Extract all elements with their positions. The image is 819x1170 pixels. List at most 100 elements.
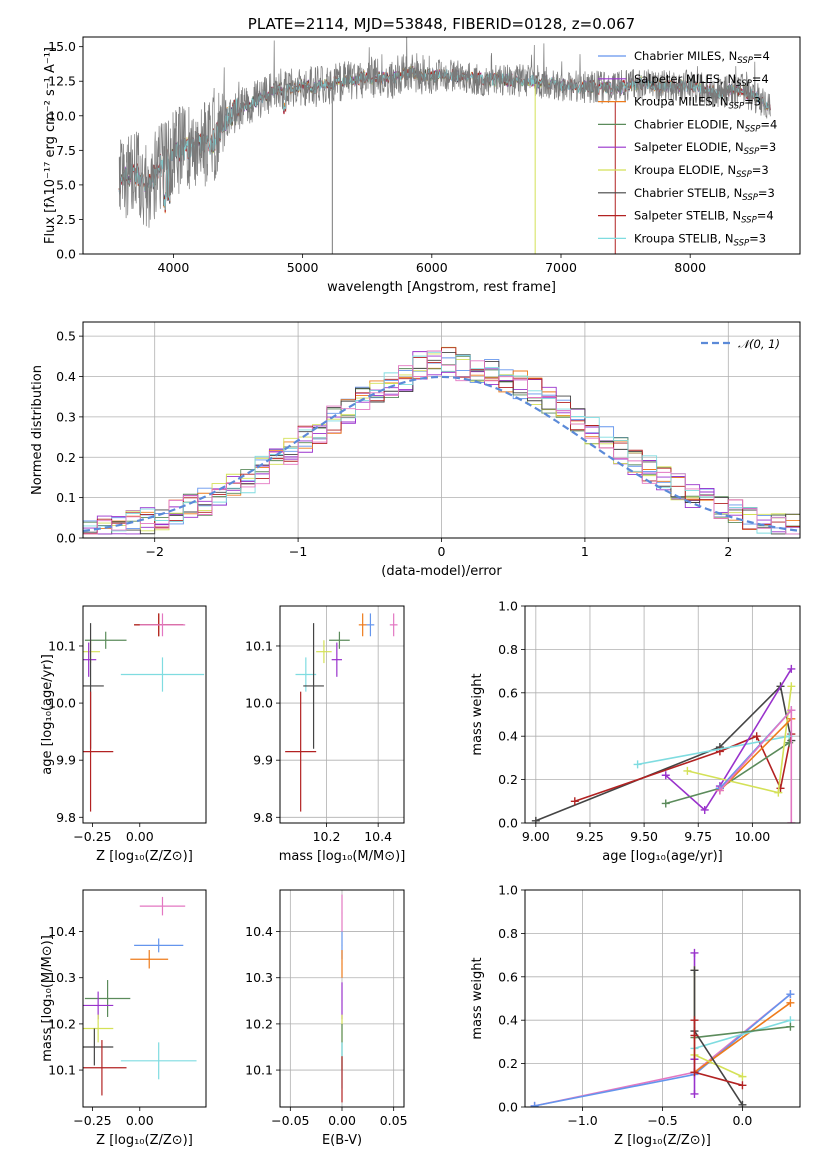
weight-marker [690, 948, 699, 957]
legend: 𝒩(0, 1) [701, 337, 780, 351]
weight-marker [774, 788, 783, 797]
axes-frame [524, 605, 801, 824]
legend-label-main: Kroupa MILES, N [634, 95, 729, 109]
y-tick-label: 10.2 [48, 1016, 76, 1031]
weight-marker [715, 786, 724, 795]
weight-marker [787, 706, 796, 715]
age_vs_mass-panel: 10.2 10.4 9.8 9.9 10.0 10.1 mass [log₁₀(M/M⊙)] [245, 605, 405, 864]
y-tick-label: 0.3 [56, 409, 76, 424]
weight-marker [530, 1101, 539, 1107]
y-tick-label: 1.0 [498, 599, 518, 614]
y-tick-label: 10.0 [48, 696, 76, 711]
legend-label: Kroupa MILES, NSSP=3 [634, 95, 761, 112]
x-tick-label: −0.25 [73, 829, 111, 844]
axes-frame [524, 889, 801, 1108]
x-tick-label: 6000 [416, 260, 448, 275]
data-spectrum-line [118, 37, 771, 228]
y-tick-label: 0.2 [56, 450, 76, 465]
weight-line [694, 1019, 791, 1050]
y-tick-label: 9.9 [56, 753, 76, 768]
y-tick-label: 7.5 [56, 143, 76, 158]
x-tick-label: −1.0 [567, 1113, 597, 1128]
x-tick-label: −0.5 [647, 1113, 677, 1128]
weight-marker [738, 1072, 747, 1081]
legend-label-main: Salpeter STELIB, N [634, 209, 741, 223]
x-axis-label: (data-model)/error [381, 564, 502, 579]
x-axis-label: Z [log₁₀(Z/Z⊙)] [96, 849, 193, 864]
legend-label-sub: SSP [742, 193, 758, 203]
axes-frame [82, 889, 207, 1108]
y-tick-label: 0.4 [498, 1013, 518, 1028]
y-tick-label: 10.3 [48, 970, 76, 985]
legend-label-suffix: =3 [758, 186, 775, 200]
y-tick-label: 0.0 [498, 1100, 518, 1115]
legend-label-suffix: =4 [752, 72, 769, 86]
x-tick-label: 4000 [158, 260, 190, 275]
weight-marker [690, 1089, 699, 1098]
y-tick-label: 0.2 [498, 1056, 518, 1071]
x-tick-label: 9.50 [630, 829, 658, 844]
weight-marker [776, 784, 785, 793]
y-tick-label: 0.6 [498, 685, 518, 700]
legend-label: Chabrier MILES, NSSP=4 [634, 49, 770, 66]
weight-marker [787, 819, 796, 823]
histogram-step [83, 351, 800, 535]
axes-frame [82, 605, 207, 824]
x-tick-label: −0.05 [271, 1113, 309, 1128]
y-tick-label: 15.0 [48, 39, 76, 54]
legend-label-main: Kroupa STELIB, N [634, 231, 734, 245]
legend-label: Kroupa STELIB, NSSP=3 [634, 231, 766, 248]
y-axis-label: mass weight [470, 957, 485, 1039]
weight-line [693, 970, 743, 1078]
x-axis-label: Z [log₁₀(Z/Z⊙)] [96, 1133, 193, 1148]
weight-marker [690, 1031, 699, 1040]
y-tick-label: 0.4 [498, 729, 518, 744]
y-tick-label: 0.0 [56, 247, 76, 262]
weight-marker [738, 1081, 747, 1090]
x-axis-label: age [log₁₀(age/yr)] [602, 849, 723, 864]
y-tick-label: 0.4 [56, 369, 76, 384]
y-tick-label: 10.1 [48, 1063, 76, 1078]
weight_vs_Z-panel: −1.0 −0.5 0.0 0.0 0.2 0.4 0.6 0.8 1.0 Z [log₁₀(Z/… [470, 883, 801, 1148]
y-tick-label: 0.0 [56, 531, 76, 546]
x-tick-label: 5000 [287, 260, 319, 275]
y-tick-label: 0.6 [498, 969, 518, 984]
legend-label-sub: SSP [737, 56, 753, 66]
plot-area [531, 664, 796, 823]
legend-label-sub: SSP [741, 216, 757, 226]
mass_vs_Z-panel: −0.25 0.00 10.1 10.2 10.3 10.4 Z [log₁₀(Z/Z⊙)]… [40, 889, 207, 1148]
legend-label-suffix: =4 [757, 209, 774, 223]
legend-label: Kroupa ELODIE, NSSP=3 [634, 163, 769, 180]
weight-marker [661, 771, 670, 780]
legend-label-sub: SSP [744, 147, 760, 157]
x-axis-label: E(B-V) [322, 1133, 362, 1148]
weight-marker [786, 998, 795, 1007]
y-tick-label: 10.0 [245, 696, 273, 711]
y-axis-label: Flux [fλ10⁻¹⁷ erg cm⁻² s⁻¹ A⁻¹] [43, 47, 58, 244]
x-tick-label: 10.2 [313, 829, 341, 844]
y-tick-label: 0.2 [498, 772, 518, 787]
legend-label-suffix: =3 [759, 140, 776, 154]
weight-marker [661, 799, 670, 808]
weight-marker [633, 760, 642, 769]
y-axis-label: mass [log₁₀(M/M⊙)] [40, 935, 55, 1062]
y-tick-label: 10.2 [245, 1016, 273, 1031]
weight-line [719, 718, 792, 792]
histogram-step [83, 350, 800, 535]
weight-marker [786, 990, 795, 999]
x-tick-label: 0.00 [126, 829, 154, 844]
legend-label-sub: SSP [736, 79, 752, 89]
x-tick-label: 0.0 [732, 1113, 752, 1128]
weight-marker [700, 805, 709, 814]
legend-label-main: Chabrier MILES, N [634, 49, 737, 63]
x-tick-label: −1 [289, 544, 307, 559]
axes-frame [82, 321, 801, 539]
y-tick-label: 10.0 [48, 108, 76, 123]
plot-area [83, 896, 197, 1096]
weight-line [694, 1002, 791, 1073]
plot-area [83, 613, 205, 812]
x-tick-label: 2 [724, 544, 732, 559]
legend-label-suffix: =3 [749, 231, 766, 245]
x-tick-label: 0.00 [328, 1113, 356, 1128]
legend-label-sub: SSP [736, 170, 752, 180]
